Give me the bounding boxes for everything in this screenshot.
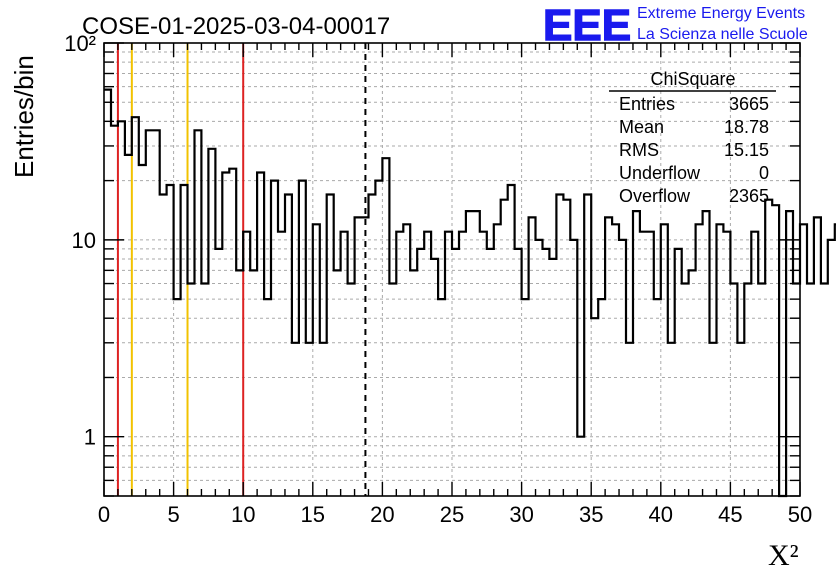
stats-row-value: 3665 (729, 94, 769, 114)
y-tick-label: 1 (84, 425, 96, 450)
y-tick-label: 10² (64, 31, 96, 56)
y-tick-labels: 1 10 10² (64, 31, 96, 450)
x-tick-label: 20 (370, 502, 394, 527)
x-tick-label: 25 (440, 502, 464, 527)
x-tick-label: 35 (579, 502, 603, 527)
stats-row-label: RMS (619, 140, 659, 160)
x-tick-label: 40 (649, 502, 673, 527)
x-tick-label: 5 (167, 502, 179, 527)
x-tick-label: 45 (718, 502, 742, 527)
stats-row-label: Overflow (619, 186, 691, 206)
stats-row-value: 2365 (729, 186, 769, 206)
x-tick-label: 0 (98, 502, 110, 527)
eee-logo: EEE (543, 1, 631, 50)
grid-lines (103, 42, 801, 497)
stats-box: ChiSquare Entries 3665 Mean 18.78 RMS 15… (609, 69, 776, 206)
org-subtitle: La Scienza nelle Scuole (637, 26, 808, 43)
x-axis-label: X² (768, 539, 799, 572)
stats-row-label: Mean (619, 117, 664, 137)
x-tick-labels: 0 5 10 15 20 25 30 35 40 45 50 (98, 502, 812, 527)
y-axis-label: Entries/bin (9, 55, 39, 178)
run-title: COSE-01-2025-03-04-00017 (82, 13, 390, 40)
stats-title: ChiSquare (650, 69, 735, 89)
stats-row-value: 15.15 (724, 140, 769, 160)
x-tick-label: 30 (509, 502, 533, 527)
y-tick-label: 10 (72, 228, 96, 253)
stats-row-label: Entries (619, 94, 675, 114)
axis-ticks (103, 42, 801, 497)
histogram-series (104, 88, 836, 498)
stats-row-value: 18.78 (724, 117, 769, 137)
stats-row-label: Underflow (619, 163, 701, 183)
org-name: Extreme Energy Events (637, 5, 805, 22)
x-tick-label: 50 (788, 502, 812, 527)
x-tick-label: 10 (231, 502, 255, 527)
x-tick-label: 15 (301, 502, 325, 527)
stats-row-value: 0 (759, 163, 769, 183)
